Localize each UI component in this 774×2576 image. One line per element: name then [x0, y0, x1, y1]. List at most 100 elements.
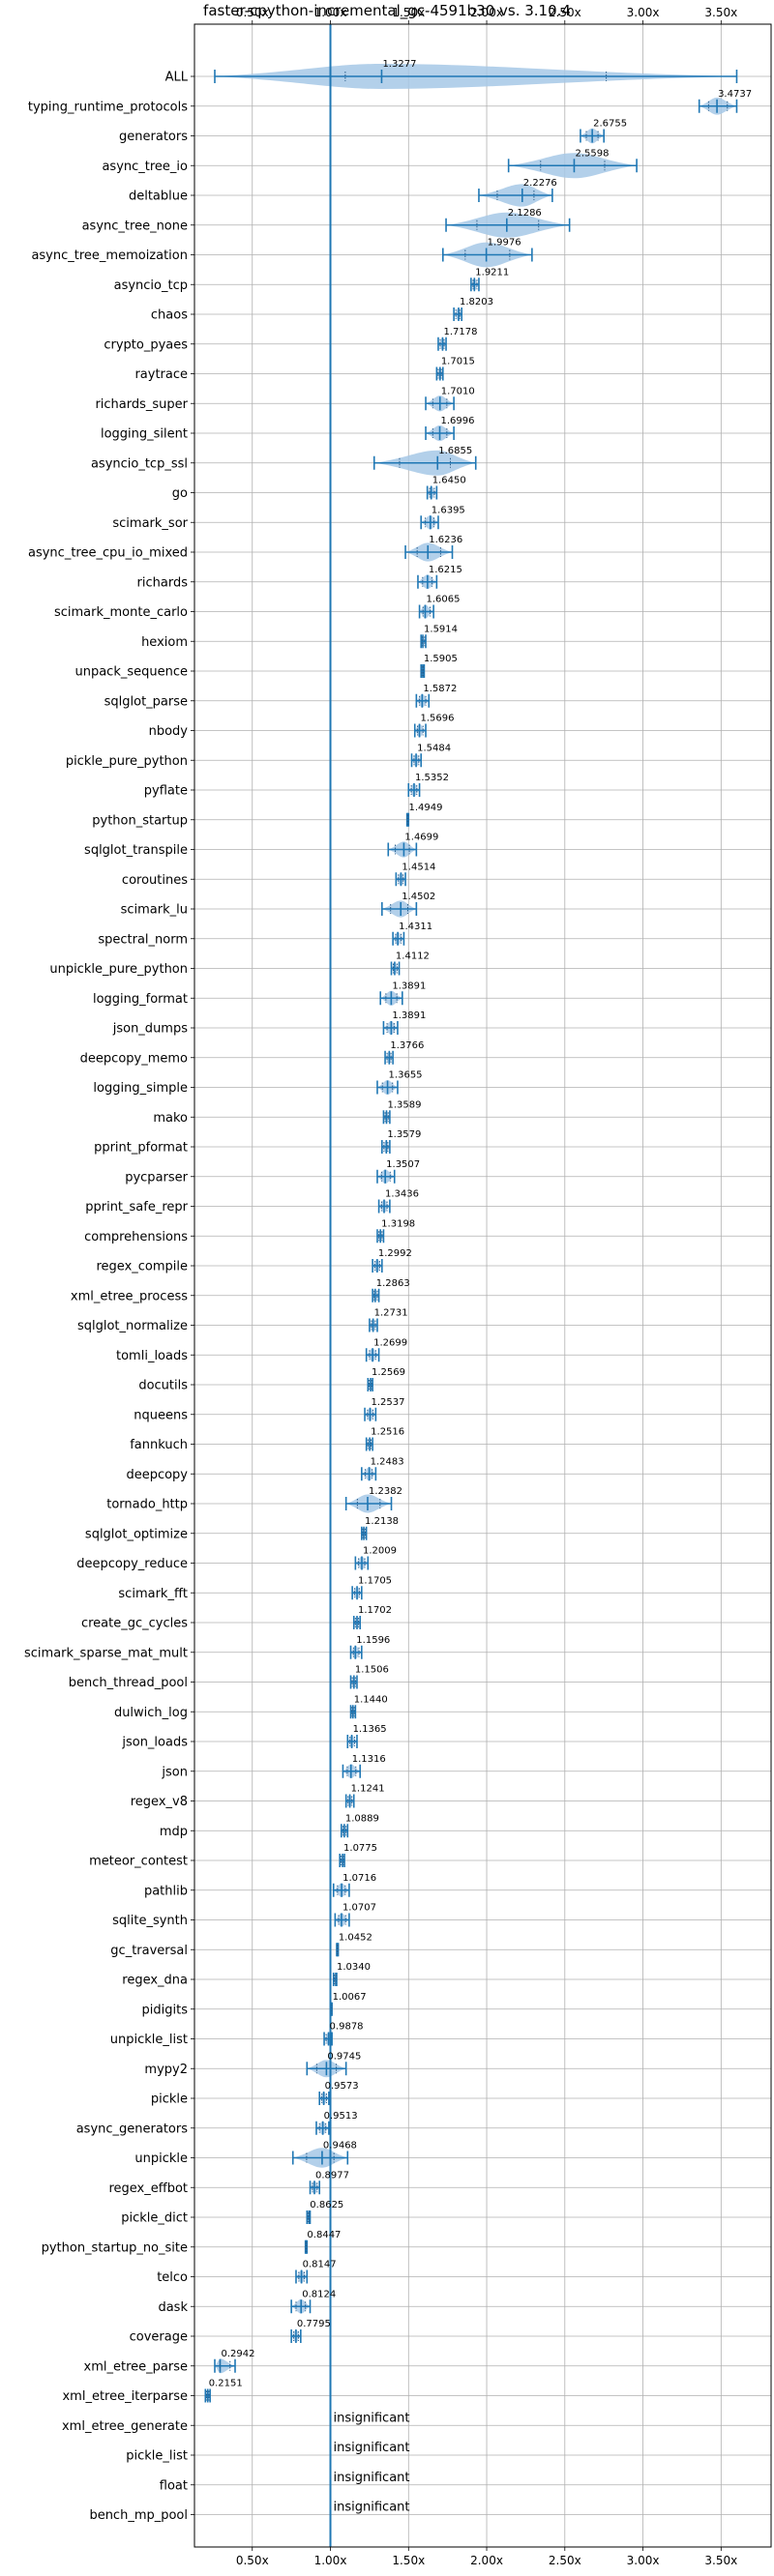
insignificant-label: insignificant: [334, 2441, 410, 2455]
category-label: pycparser: [125, 1170, 188, 1185]
category-label: comprehensions: [84, 1230, 188, 1244]
value-label: 1.3198: [381, 1218, 415, 1229]
value-label: 0.9745: [327, 2051, 361, 2062]
category-label: logging_silent: [101, 427, 188, 442]
category-label: python_startup_no_site: [42, 2240, 188, 2255]
value-label: 2.1286: [508, 208, 542, 219]
category-label: coroutines: [122, 873, 188, 888]
value-label: 1.0716: [342, 1873, 376, 1884]
category-label: pickle: [151, 2093, 188, 2107]
value-label: 1.3655: [389, 1070, 423, 1081]
value-label: 1.6450: [432, 476, 466, 486]
value-label: 1.7178: [443, 327, 477, 337]
category-label: deepcopy_reduce: [76, 1557, 188, 1571]
value-label: 1.1440: [354, 1694, 388, 1705]
value-label: 1.1316: [352, 1754, 386, 1765]
value-label: 1.2516: [371, 1427, 404, 1438]
value-label: 1.9211: [475, 267, 509, 278]
category-label: pprint_safe_repr: [85, 1200, 188, 1215]
category-label: go: [172, 486, 188, 501]
category-label: regex_effbot: [108, 2181, 188, 2196]
value-label: 3.4737: [718, 89, 752, 100]
value-label: 1.1506: [355, 1665, 389, 1676]
category-label: bench_thread_pool: [69, 1676, 188, 1690]
category-label: nqueens: [134, 1408, 188, 1422]
category-label: deltablue: [129, 190, 188, 204]
x-tick-label-bottom: 1.00x: [314, 2554, 347, 2567]
value-label: 1.5905: [424, 654, 458, 664]
value-label: 1.5872: [423, 684, 457, 694]
value-label: 0.7795: [297, 2319, 331, 2329]
value-label: 0.9878: [330, 2022, 364, 2033]
category-label: pprint_pformat: [94, 1141, 188, 1156]
value-label: 1.2382: [369, 1486, 402, 1497]
insignificant-label: insignificant: [334, 2501, 410, 2515]
category-label: pidigits: [142, 2003, 189, 2017]
category-label: json_loads: [121, 1736, 188, 1750]
plot-frame: [194, 23, 772, 2548]
x-tick-label-bottom: 2.00x: [470, 2554, 503, 2567]
value-label: 1.6236: [429, 535, 462, 545]
category-label: docutils: [138, 1379, 188, 1393]
value-label: 1.2009: [363, 1546, 397, 1557]
x-tick-label-bottom: 1.50x: [392, 2554, 425, 2567]
value-label: 1.3277: [382, 59, 416, 70]
x-tick-label-bottom: 3.00x: [627, 2554, 660, 2567]
x-tick-label-bottom: 3.50x: [704, 2554, 737, 2567]
x-tick-label-top: 3.00x: [627, 6, 660, 19]
category-label: scimark_sparse_mat_mult: [24, 1646, 188, 1660]
value-label: 1.1365: [353, 1724, 387, 1735]
category-label: richards: [137, 575, 189, 590]
category-label: async_tree_memoization: [31, 249, 188, 263]
category-label: unpickle_list: [110, 2033, 188, 2047]
category-label: spectral_norm: [98, 932, 188, 947]
category-label: xml_etree_generate: [62, 2419, 188, 2434]
category-label: richards_super: [95, 397, 188, 412]
value-label: 1.2699: [373, 1337, 407, 1348]
value-label: 1.5352: [415, 773, 449, 783]
value-label: 1.0707: [342, 1903, 376, 1914]
category-label: json_dumps: [112, 1022, 188, 1037]
value-label: 1.5914: [424, 624, 458, 634]
category-label: tomli_loads: [116, 1349, 188, 1363]
category-label: fannkuch: [130, 1438, 188, 1452]
value-label: 1.7015: [441, 357, 475, 367]
chart-title: faster-cpython-incremental_gc-4591b30 vs…: [203, 2, 571, 20]
insignificant-label: insignificant: [334, 2411, 410, 2425]
value-label: 1.3436: [385, 1189, 419, 1200]
x-tick-label-bottom: 2.50x: [549, 2554, 581, 2567]
category-label: dask: [158, 2300, 188, 2315]
value-label: 0.9513: [324, 2111, 358, 2122]
category-label: crypto_pyaes: [104, 337, 188, 352]
category-label: logging_format: [93, 992, 188, 1007]
category-label: async_tree_none: [82, 219, 188, 233]
category-label: pickle_dict: [121, 2211, 188, 2226]
category-label: pickle_list: [126, 2449, 188, 2464]
category-label: meteor_contest: [89, 1855, 188, 1869]
category-label: mdp: [160, 1825, 188, 1839]
category-label: chaos: [151, 308, 188, 323]
category-label: gc_traversal: [110, 1944, 188, 1958]
category-label: async_generators: [76, 2122, 189, 2136]
category-label: bench_mp_pool: [89, 2508, 188, 2523]
x-tick-label-top: 1.00x: [314, 6, 347, 19]
value-label: 1.2569: [372, 1367, 405, 1378]
x-tick-label-top: 1.50x: [392, 6, 425, 19]
category-label: asyncio_tcp_ssl: [91, 456, 188, 471]
value-label: 1.3891: [392, 1010, 426, 1021]
category-label: async_tree_io: [102, 160, 188, 174]
value-label: 1.6215: [429, 565, 462, 575]
value-label: 2.2276: [523, 178, 557, 189]
value-label: 1.1596: [356, 1635, 390, 1646]
category-label: sqlglot_optimize: [85, 1527, 188, 1541]
category-label: raytrace: [134, 367, 188, 382]
x-tick-label-top: 3.50x: [704, 6, 737, 19]
category-label: mako: [153, 1111, 188, 1126]
value-label: 0.8447: [307, 2230, 341, 2240]
category-label: coverage: [130, 2330, 188, 2345]
value-label: 1.0889: [345, 1813, 379, 1824]
category-label: hexiom: [141, 635, 188, 650]
category-label: unpickle_pure_python: [49, 962, 188, 977]
value-label: 1.7010: [441, 386, 475, 396]
